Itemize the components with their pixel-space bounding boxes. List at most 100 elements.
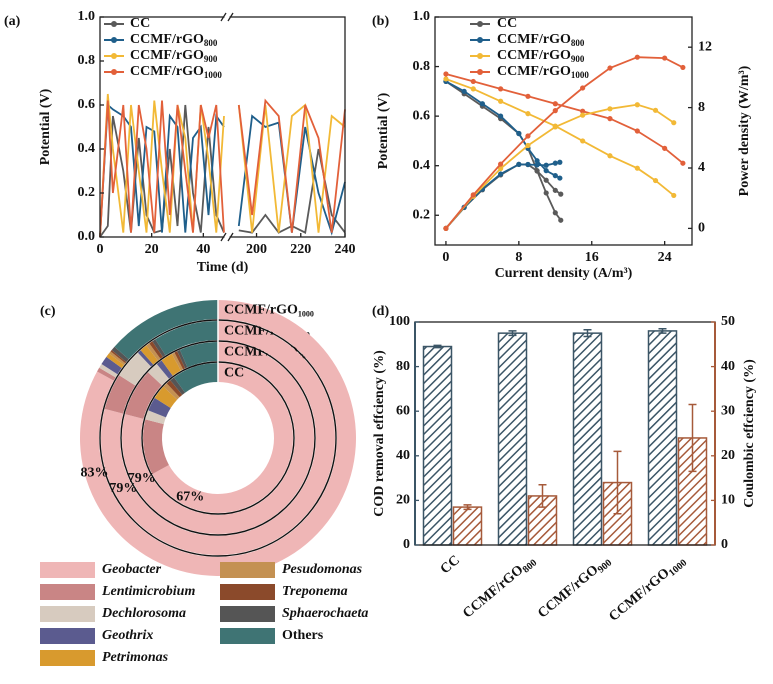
series-marker	[662, 55, 668, 61]
axis-break-mark	[220, 232, 227, 242]
x-tick-label-main: CCMF/rGO	[535, 563, 601, 622]
y2-tick-label: 0	[721, 537, 728, 552]
legend-label: CCMF/rGO800	[130, 32, 218, 48]
error-bar	[613, 450, 622, 515]
donut-slice	[179, 342, 218, 368]
x-tick-label: CCMF/rGO900	[535, 553, 614, 623]
series-marker	[580, 85, 586, 91]
donut-slice	[155, 321, 218, 356]
donut-slice	[154, 386, 178, 408]
series-marker	[607, 116, 613, 122]
y2-tick-label: 40	[721, 359, 735, 374]
donut-slice	[111, 346, 129, 363]
panel-label: (a)	[4, 14, 21, 29]
series-marker	[498, 86, 504, 92]
y-tick-label: 100	[389, 314, 410, 329]
donut-slice	[108, 351, 126, 366]
legend-swatch	[220, 584, 275, 600]
y-tick-label: 80	[396, 359, 410, 374]
x-tick-label: 220	[290, 242, 311, 257]
y-axis-title: Potential (V)	[38, 88, 53, 165]
x-tick-label: CC	[438, 553, 463, 577]
series-marker	[552, 160, 558, 166]
ring-label: CC	[224, 366, 244, 381]
legend-swatch	[220, 562, 275, 578]
x-tick-label-main: CCMF/rGO	[460, 563, 526, 622]
legend-label: CCMF/rGO900	[130, 48, 218, 64]
y-tick-label: 0.0	[78, 229, 96, 244]
series-line	[99, 93, 346, 238]
series-marker	[652, 107, 659, 113]
series-marker	[498, 161, 504, 167]
series-marker	[552, 187, 558, 193]
x-tick-label-main: CC	[438, 553, 463, 577]
series-marker	[557, 175, 563, 181]
legend-swatch	[40, 562, 95, 578]
legend-swatch	[40, 584, 95, 600]
donut-slice	[173, 363, 218, 393]
series-marker	[552, 173, 558, 179]
y-tick-label: 40	[396, 448, 410, 463]
legend-label-main: CCMF/rGO	[497, 32, 571, 47]
series-marker	[498, 165, 504, 172]
error-bar	[658, 327, 667, 334]
y2-tick-label: 12	[698, 39, 712, 54]
x-tick-label: 16	[585, 250, 599, 265]
ring-label-main: CCMF/rGO	[224, 303, 298, 318]
series-marker	[534, 162, 540, 168]
donut-slice	[146, 343, 161, 361]
y-tick-label: 0.8	[78, 53, 96, 68]
series-marker	[552, 124, 558, 130]
legend-marker	[111, 69, 117, 75]
series-marker	[525, 93, 531, 99]
donut-slice	[152, 339, 166, 357]
x-tick-label: 240	[335, 242, 356, 257]
slice-label: 79%	[128, 471, 156, 486]
legend-swatch	[40, 628, 95, 644]
series-marker	[558, 191, 564, 197]
y2-tick-label: 0	[698, 221, 705, 236]
legend-label: CCMF/rGO1000	[130, 64, 222, 80]
y2-axis-title: Coulombic effciency (%)	[742, 359, 757, 508]
series-marker	[534, 168, 540, 174]
series-marker	[443, 71, 449, 77]
ring-label-main: CC	[224, 366, 244, 381]
legend-label: Treponema	[282, 584, 348, 599]
x-tick-label-sub: 1000	[667, 558, 689, 579]
ring-label-sub: 1000	[298, 309, 314, 318]
series-marker	[662, 145, 668, 151]
donut-slice	[97, 367, 116, 381]
series-line	[445, 73, 684, 164]
donut-slice	[101, 356, 122, 375]
legend-label: CCMF/rGO900	[497, 48, 585, 64]
legend-label: CCMF/rGO1000	[497, 64, 589, 80]
x-tick-label: 24	[658, 250, 672, 265]
x-tick-label: 200	[246, 242, 267, 257]
series-marker	[680, 64, 686, 71]
series-marker	[607, 153, 613, 159]
y-axis-title: COD removal effciency (%)	[372, 350, 387, 517]
series-marker	[479, 101, 485, 107]
legend-label: Geobacter	[102, 562, 162, 577]
y2-tick-label: 20	[721, 448, 735, 463]
donut-slice	[125, 372, 162, 419]
y2-tick-label: 10	[721, 493, 735, 508]
x-axis-title: Time (d)	[197, 260, 249, 275]
donut-slice	[106, 353, 124, 369]
series-marker	[607, 106, 613, 112]
panel-label: (c)	[40, 304, 56, 319]
donut-slice	[156, 360, 173, 379]
y2-axis-title: Power density (W/m³)	[737, 65, 752, 196]
legend-label: Others	[282, 628, 324, 643]
series-marker	[516, 161, 522, 167]
donut-slice	[143, 419, 169, 475]
x-axis-title: Current density (A/m³)	[495, 266, 633, 281]
series-marker	[525, 111, 531, 117]
donut-slice	[145, 410, 166, 425]
legend-label-main: CCMF/rGO	[130, 64, 204, 79]
series-marker	[557, 159, 563, 165]
series-marker	[543, 190, 549, 196]
donut-slice	[140, 345, 158, 365]
legend-label-sub: 800	[204, 38, 218, 48]
